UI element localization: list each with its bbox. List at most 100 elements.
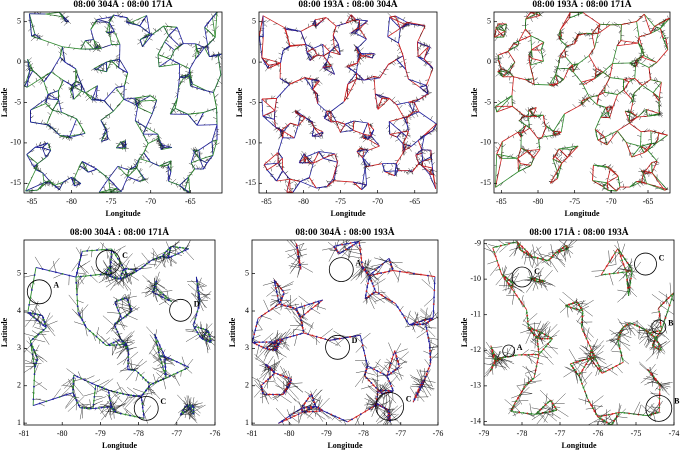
flow-line — [73, 48, 75, 51]
flow-line — [497, 142, 501, 146]
flow-line — [326, 153, 330, 157]
flow-line — [40, 156, 44, 160]
network-edge — [279, 130, 284, 132]
network-edge — [137, 101, 141, 108]
network-edge — [634, 67, 636, 79]
flow-line — [192, 157, 195, 162]
flow-line — [626, 23, 630, 25]
network-edge — [96, 69, 107, 73]
network-edge — [408, 98, 420, 103]
network-edge — [381, 163, 386, 172]
flow-line — [213, 134, 218, 138]
flow-line — [154, 28, 157, 32]
flow-line — [307, 157, 312, 159]
network-edge — [41, 147, 47, 158]
flow-line — [401, 148, 405, 152]
flow-line — [364, 134, 366, 139]
flow-line — [158, 61, 162, 63]
network-edge — [356, 72, 365, 81]
network-edge — [123, 85, 125, 100]
flow-line — [591, 17, 595, 21]
flow-line — [318, 55, 322, 60]
flow-line — [30, 25, 34, 29]
flow-line — [402, 16, 406, 21]
network-edge — [123, 97, 135, 100]
flow-line — [307, 58, 311, 60]
network-edge — [323, 51, 331, 57]
flow-line — [417, 150, 420, 154]
network-edge — [373, 76, 376, 95]
flow-line — [266, 59, 268, 63]
flow-line — [360, 41, 364, 47]
network-edge — [145, 126, 159, 135]
flow-line — [389, 30, 393, 35]
flow-line — [407, 126, 411, 129]
flow-line — [285, 36, 289, 41]
flow-line — [368, 131, 371, 136]
flow-line — [545, 136, 549, 140]
network-edge — [367, 122, 372, 137]
flow-line — [156, 140, 161, 143]
flow-line — [307, 78, 310, 81]
flow-line — [39, 142, 41, 146]
panel-title: 08:00 304Å : 08:00 171Å — [73, 0, 172, 10]
flow-line — [93, 170, 95, 172]
flow-line — [350, 128, 353, 130]
flow-line — [634, 36, 639, 40]
flow-line — [287, 125, 290, 128]
network-edge — [108, 178, 118, 189]
network-edge — [418, 160, 423, 164]
network-edge — [123, 72, 129, 86]
flow-line — [147, 21, 149, 23]
flow-line — [114, 44, 117, 47]
flow-line — [308, 81, 311, 86]
network-edge — [286, 179, 291, 193]
flow-line — [309, 120, 311, 122]
flow-line — [386, 125, 390, 129]
flow-line — [137, 175, 142, 179]
flow-line — [76, 88, 80, 90]
flow-line — [128, 178, 132, 180]
network-edge — [367, 138, 380, 147]
flow-line — [394, 118, 398, 121]
flow-line — [323, 185, 326, 188]
network-edge — [25, 182, 45, 192]
network-edge — [561, 157, 568, 164]
network-edge — [188, 74, 192, 80]
flow-line — [327, 159, 330, 163]
network-edge — [364, 166, 367, 185]
network-edge — [347, 78, 357, 85]
flow-line — [554, 163, 557, 168]
network-edge — [402, 55, 407, 70]
flow-line — [311, 58, 315, 62]
panel-title: 08:00 193Å : 08:00 171Å — [532, 0, 631, 10]
flow-line — [285, 39, 289, 44]
flow-line — [308, 157, 313, 161]
network-edge — [35, 169, 43, 174]
network-edge — [312, 151, 320, 164]
flow-line — [61, 58, 64, 61]
network-edge — [388, 121, 402, 133]
flow-line — [218, 61, 222, 65]
network-edge — [97, 45, 102, 49]
flow-line — [426, 88, 429, 90]
network-edge — [204, 27, 216, 38]
flow-line — [45, 85, 48, 89]
flow-line — [99, 100, 104, 104]
flow-line — [387, 30, 389, 32]
flow-line — [332, 114, 335, 118]
flow-line — [79, 131, 82, 135]
flow-line — [369, 79, 373, 82]
flow-line — [52, 66, 55, 71]
flow-line — [121, 69, 125, 73]
flow-line — [319, 67, 324, 72]
flow-line — [525, 108, 529, 113]
network-edge — [387, 17, 391, 37]
network-edge — [350, 28, 360, 34]
flow-line — [639, 178, 641, 182]
network-edge — [199, 159, 208, 164]
flow-line — [295, 30, 299, 33]
network-edge — [313, 43, 323, 49]
flow-line — [368, 127, 371, 130]
x-tick-label: -85 — [261, 197, 272, 206]
